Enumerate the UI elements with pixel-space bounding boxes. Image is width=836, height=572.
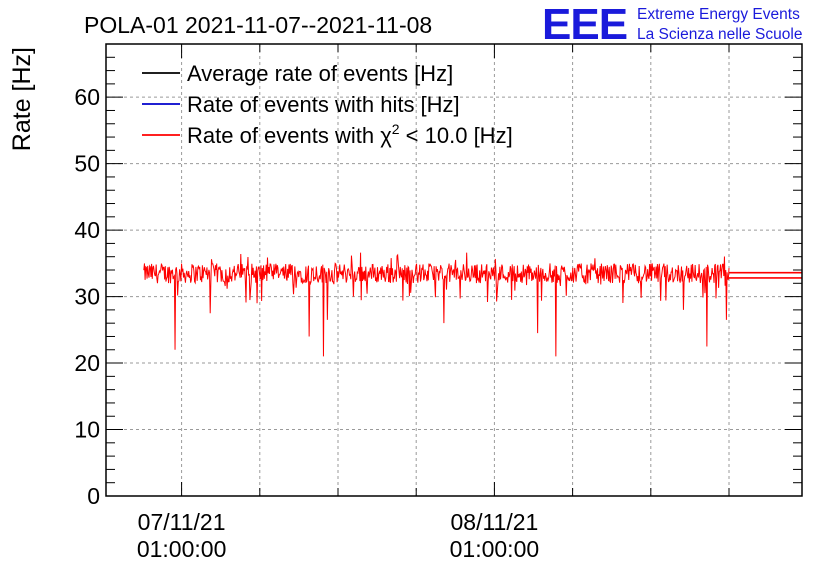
y-tick-label: 0: [87, 483, 100, 509]
legend-label-text-post: < 10.0 [Hz]: [400, 123, 513, 148]
y-axis-label: Rate [Hz]: [8, 47, 36, 151]
logo-line1: Extreme Energy Events: [637, 6, 800, 23]
legend-label-text: Rate of events with χ: [187, 123, 392, 148]
logo-line2: La Scienza nelle Scuole: [637, 26, 802, 43]
legend-label: Average rate of events [Hz]: [187, 61, 453, 86]
legend-label-text: Average rate of events [Hz]: [187, 61, 453, 86]
y-tick-label: 20: [74, 350, 100, 376]
y-tick-label: 10: [74, 417, 100, 443]
grid: [106, 44, 802, 496]
axes: [105, 43, 803, 497]
series-line: [143, 252, 730, 357]
chart-title: POLA-01 2021-11-07--2021-11-08: [84, 12, 432, 38]
eee-logo: EEE Extreme Energy Events La Scienza nel…: [542, 0, 802, 49]
y-tick-label: 50: [74, 151, 100, 177]
x-tick-label-date: 07/11/21: [138, 509, 226, 535]
y-tick-label: 40: [74, 217, 100, 243]
tick-labels: 010203040506007/11/2101:00:0008/11/2101:…: [74, 84, 539, 562]
y-tick-label: 30: [74, 284, 100, 310]
x-tick-label-date: 08/11/21: [450, 509, 538, 535]
legend-label: Rate of events with χ2 < 10.0 [Hz]: [187, 121, 513, 148]
y-tick-label: 60: [74, 84, 100, 110]
legend-label-text: Rate of events with hits [Hz]: [187, 92, 460, 117]
x-tick-label-time: 01:00:00: [450, 536, 540, 562]
logo-mark: EEE: [542, 0, 627, 49]
legend-label: Rate of events with hits [Hz]: [187, 92, 460, 117]
legend: Average rate of events [Hz] Rate of event…: [142, 61, 513, 148]
legend-label-superscript: 2: [392, 121, 400, 137]
series-layer: [143, 252, 802, 357]
x-tick-label-time: 01:00:00: [137, 536, 227, 562]
